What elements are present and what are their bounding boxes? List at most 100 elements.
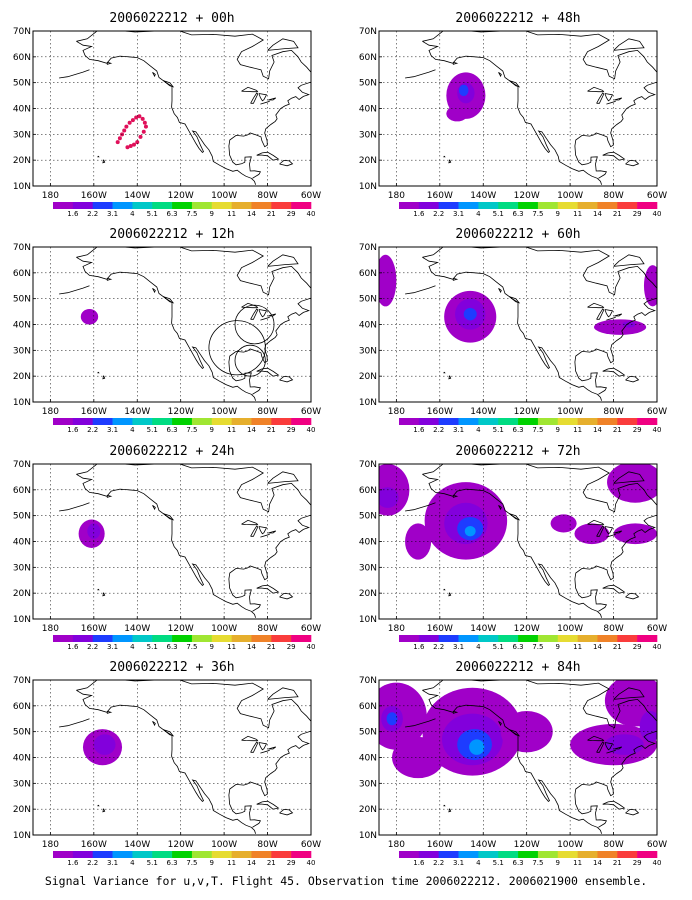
colorbar-label: 5.1	[147, 643, 158, 651]
colorbar-swatch	[291, 418, 312, 425]
variance-contour	[392, 736, 445, 779]
colorbar-swatch	[172, 202, 193, 209]
lat-tick-label: 30N	[13, 130, 31, 140]
lon-tick-label: 160W	[81, 624, 107, 634]
colorbar-swatch	[231, 202, 252, 209]
variance-field	[80, 309, 99, 325]
colorbar-label: 4	[476, 859, 481, 867]
colorbar-swatch	[251, 202, 272, 209]
island	[106, 710, 113, 714]
lat-tick-label: 40N	[13, 105, 31, 115]
coastline-segment	[613, 687, 645, 700]
colorbar-label: 4	[476, 643, 481, 651]
colorbar-label: 6.3	[513, 859, 524, 867]
lon-tick-label: 100W	[557, 624, 583, 634]
colorbar-label: 3.1	[107, 210, 118, 218]
panel-title: 2006022212 + 60h	[455, 227, 580, 242]
variance-field	[379, 464, 657, 560]
variance-contour	[463, 307, 477, 321]
lon-tick-label: 140W	[470, 624, 496, 634]
coastline-segment	[574, 81, 657, 179]
colorbar-swatch	[251, 635, 272, 642]
colorbar-label: 1.6	[67, 643, 79, 651]
colorbar-swatch	[617, 202, 638, 209]
grid	[33, 247, 311, 402]
lat-tick-label: 30N	[13, 563, 31, 573]
lat-tick-label: 70N	[13, 676, 31, 686]
colorbar-swatch	[231, 635, 252, 642]
coastline-segment	[313, 728, 327, 740]
lat-tick-label: 50N	[13, 728, 31, 738]
colorbar-label: 5.1	[147, 210, 158, 218]
great-lake	[587, 735, 605, 742]
colorbar-swatch	[577, 635, 598, 642]
variance-contour	[405, 523, 432, 560]
great-lake	[241, 302, 259, 309]
coastline-segment	[574, 514, 657, 612]
colorbar-swatch	[597, 851, 618, 858]
great-lake	[258, 742, 268, 751]
colorbar-label: 5.1	[493, 643, 504, 651]
lon-tick-label: 140W	[470, 191, 496, 201]
island	[448, 592, 452, 597]
lat-tick-label: 40N	[13, 754, 31, 764]
lat-tick-label: 20N	[359, 156, 377, 166]
great-lake	[258, 93, 268, 102]
coastline-segment	[656, 464, 657, 469]
island	[163, 729, 175, 737]
variance-contour	[87, 523, 101, 539]
lon-tick-label: 120W	[514, 840, 540, 850]
map-panel: 2006022212 + 72h 70N 60N 50N 40N 30N 20N 10N 180…	[359, 444, 667, 651]
lat-tick-label: 50N	[359, 512, 377, 522]
colorbar-label: 7.5	[186, 210, 197, 218]
great-lake	[258, 526, 268, 535]
island	[448, 375, 452, 380]
island	[106, 61, 113, 65]
variance-contour	[386, 712, 398, 726]
great-lake	[587, 302, 605, 309]
colorbar-swatch	[271, 635, 292, 642]
island	[452, 710, 459, 714]
coastline-segment	[279, 592, 294, 600]
colorbar-label: 9	[210, 210, 214, 218]
grid	[379, 680, 657, 835]
colorbar-label: 3.1	[107, 643, 118, 651]
colorbar-swatch	[291, 851, 312, 858]
coastline-segment	[228, 730, 311, 828]
colorbar-swatch	[132, 851, 153, 858]
map-panel: 2006022212 + 60h 70N 60N 50N 40N 30N 20N 10N 180…	[359, 227, 667, 434]
map-panel: 2006022212 + 36h 70N 60N 50N 40N 30N 20N 10N 180…	[13, 660, 327, 867]
coastline-segment	[267, 687, 299, 700]
coastline	[405, 247, 657, 401]
colorbar-label: 5.1	[493, 426, 504, 434]
great-lake	[606, 533, 616, 538]
lat-tick-label: 50N	[359, 728, 377, 738]
colorbar-label: 7.5	[532, 643, 543, 651]
colorbar-swatch	[399, 635, 420, 642]
colorbar-label: 6.3	[513, 426, 524, 434]
colorbar-label: 7.5	[532, 210, 543, 218]
colorbar-label: 14	[247, 859, 256, 867]
lat-tick-label: 60N	[359, 486, 377, 496]
coastline-segment	[59, 502, 90, 512]
coastline-segment	[267, 254, 299, 267]
lon-tick-label: 120W	[514, 191, 540, 201]
colorbar-swatch	[557, 851, 578, 858]
colorbar: 1.6 2.2 3.1 4 5.1 6.3 7.5 9 11 14 21 29 40	[53, 202, 315, 218]
flight-track-point	[141, 129, 146, 134]
flight-track-point	[115, 140, 120, 145]
great-lake	[260, 316, 270, 321]
colorbar-label: 4	[476, 210, 481, 218]
colorbar-swatch	[271, 418, 292, 425]
colorbar-label: 6.3	[167, 210, 178, 218]
colorbar-label: 11	[573, 210, 582, 218]
lat-tick-label: 70N	[359, 676, 377, 686]
colorbar-label: 5.1	[493, 210, 504, 218]
map-panel: 2006022212 + 00h 70N 60N 50N 40N 30N 20N 10N 180…	[13, 11, 321, 218]
colorbar-label: 2.2	[433, 859, 444, 867]
variance-contour	[93, 734, 116, 755]
colorbar-swatch	[152, 635, 173, 642]
colorbar-label: 6.3	[167, 643, 178, 651]
flight-track-point	[125, 145, 130, 150]
lon-tick-label: 80W	[603, 191, 623, 201]
